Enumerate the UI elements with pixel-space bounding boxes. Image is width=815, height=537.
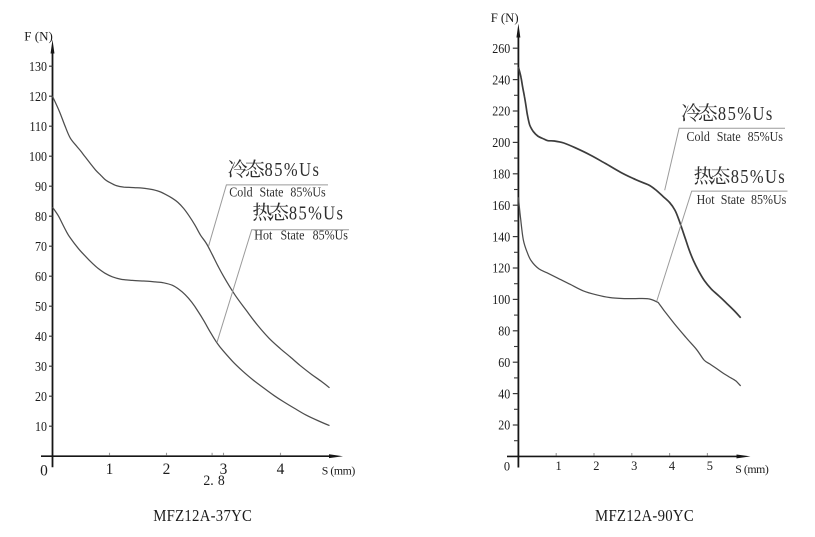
svg-text:S (mm): S (mm) (322, 463, 356, 477)
svg-text:220: 220 (492, 103, 510, 119)
svg-text:8: 8 (218, 473, 225, 489)
svg-text:70: 70 (35, 238, 47, 254)
svg-text:2: 2 (593, 459, 599, 473)
svg-text:80: 80 (498, 323, 510, 339)
svg-text:1: 1 (106, 461, 114, 478)
svg-text:3: 3 (220, 461, 228, 478)
svg-text:85%Us: 85%Us (718, 103, 774, 125)
svg-text:MFZ12A-90YC: MFZ12A-90YC (595, 507, 694, 525)
svg-text:110: 110 (29, 118, 47, 134)
svg-text:240: 240 (492, 71, 510, 87)
svg-text:MFZ12A-37YC: MFZ12A-37YC (153, 507, 252, 525)
svg-text:F (N): F (N) (491, 11, 519, 25)
svg-text:85%Us: 85%Us (289, 202, 344, 224)
svg-text:160: 160 (492, 197, 510, 213)
svg-text:1: 1 (555, 459, 561, 473)
svg-text:140: 140 (492, 228, 510, 244)
svg-text:60: 60 (498, 354, 510, 370)
svg-text:50: 50 (35, 298, 47, 314)
svg-text:Hot State 85%Us: Hot State 85%Us (697, 191, 787, 207)
svg-text:4: 4 (277, 461, 285, 478)
svg-text:Cold State 85%Us: Cold State 85%Us (687, 128, 783, 144)
svg-text:100: 100 (29, 148, 47, 164)
svg-text:20: 20 (35, 388, 47, 404)
svg-text:F (N): F (N) (24, 28, 53, 43)
svg-text:40: 40 (498, 385, 510, 401)
svg-text:130: 130 (29, 58, 47, 74)
svg-text:120: 120 (492, 260, 510, 276)
svg-text:80: 80 (35, 208, 47, 224)
svg-text:10: 10 (35, 418, 47, 434)
svg-text:40: 40 (35, 328, 47, 344)
svg-text:3: 3 (631, 459, 637, 473)
svg-text:60: 60 (35, 268, 47, 284)
svg-text:0: 0 (504, 460, 510, 474)
svg-text:180: 180 (492, 166, 510, 182)
svg-text:20: 20 (498, 417, 510, 433)
svg-text:5: 5 (707, 459, 713, 473)
svg-text:260: 260 (492, 40, 510, 56)
svg-text:90: 90 (35, 178, 47, 194)
svg-text:Hot State 85%Us: Hot State 85%Us (254, 227, 348, 243)
svg-text:S (mm): S (mm) (735, 462, 769, 476)
svg-text:Cold State 85%Us: Cold State 85%Us (229, 184, 325, 200)
svg-text:85%Us: 85%Us (265, 159, 321, 181)
svg-text:30: 30 (35, 358, 47, 374)
svg-text:2: 2 (163, 461, 171, 478)
svg-text:100: 100 (492, 291, 510, 307)
svg-text:4: 4 (669, 459, 675, 473)
svg-text:2.: 2. (203, 473, 213, 489)
svg-text:0: 0 (40, 462, 48, 479)
svg-text:120: 120 (29, 88, 47, 104)
svg-text:200: 200 (492, 134, 510, 150)
svg-text:85%Us: 85%Us (731, 166, 786, 188)
